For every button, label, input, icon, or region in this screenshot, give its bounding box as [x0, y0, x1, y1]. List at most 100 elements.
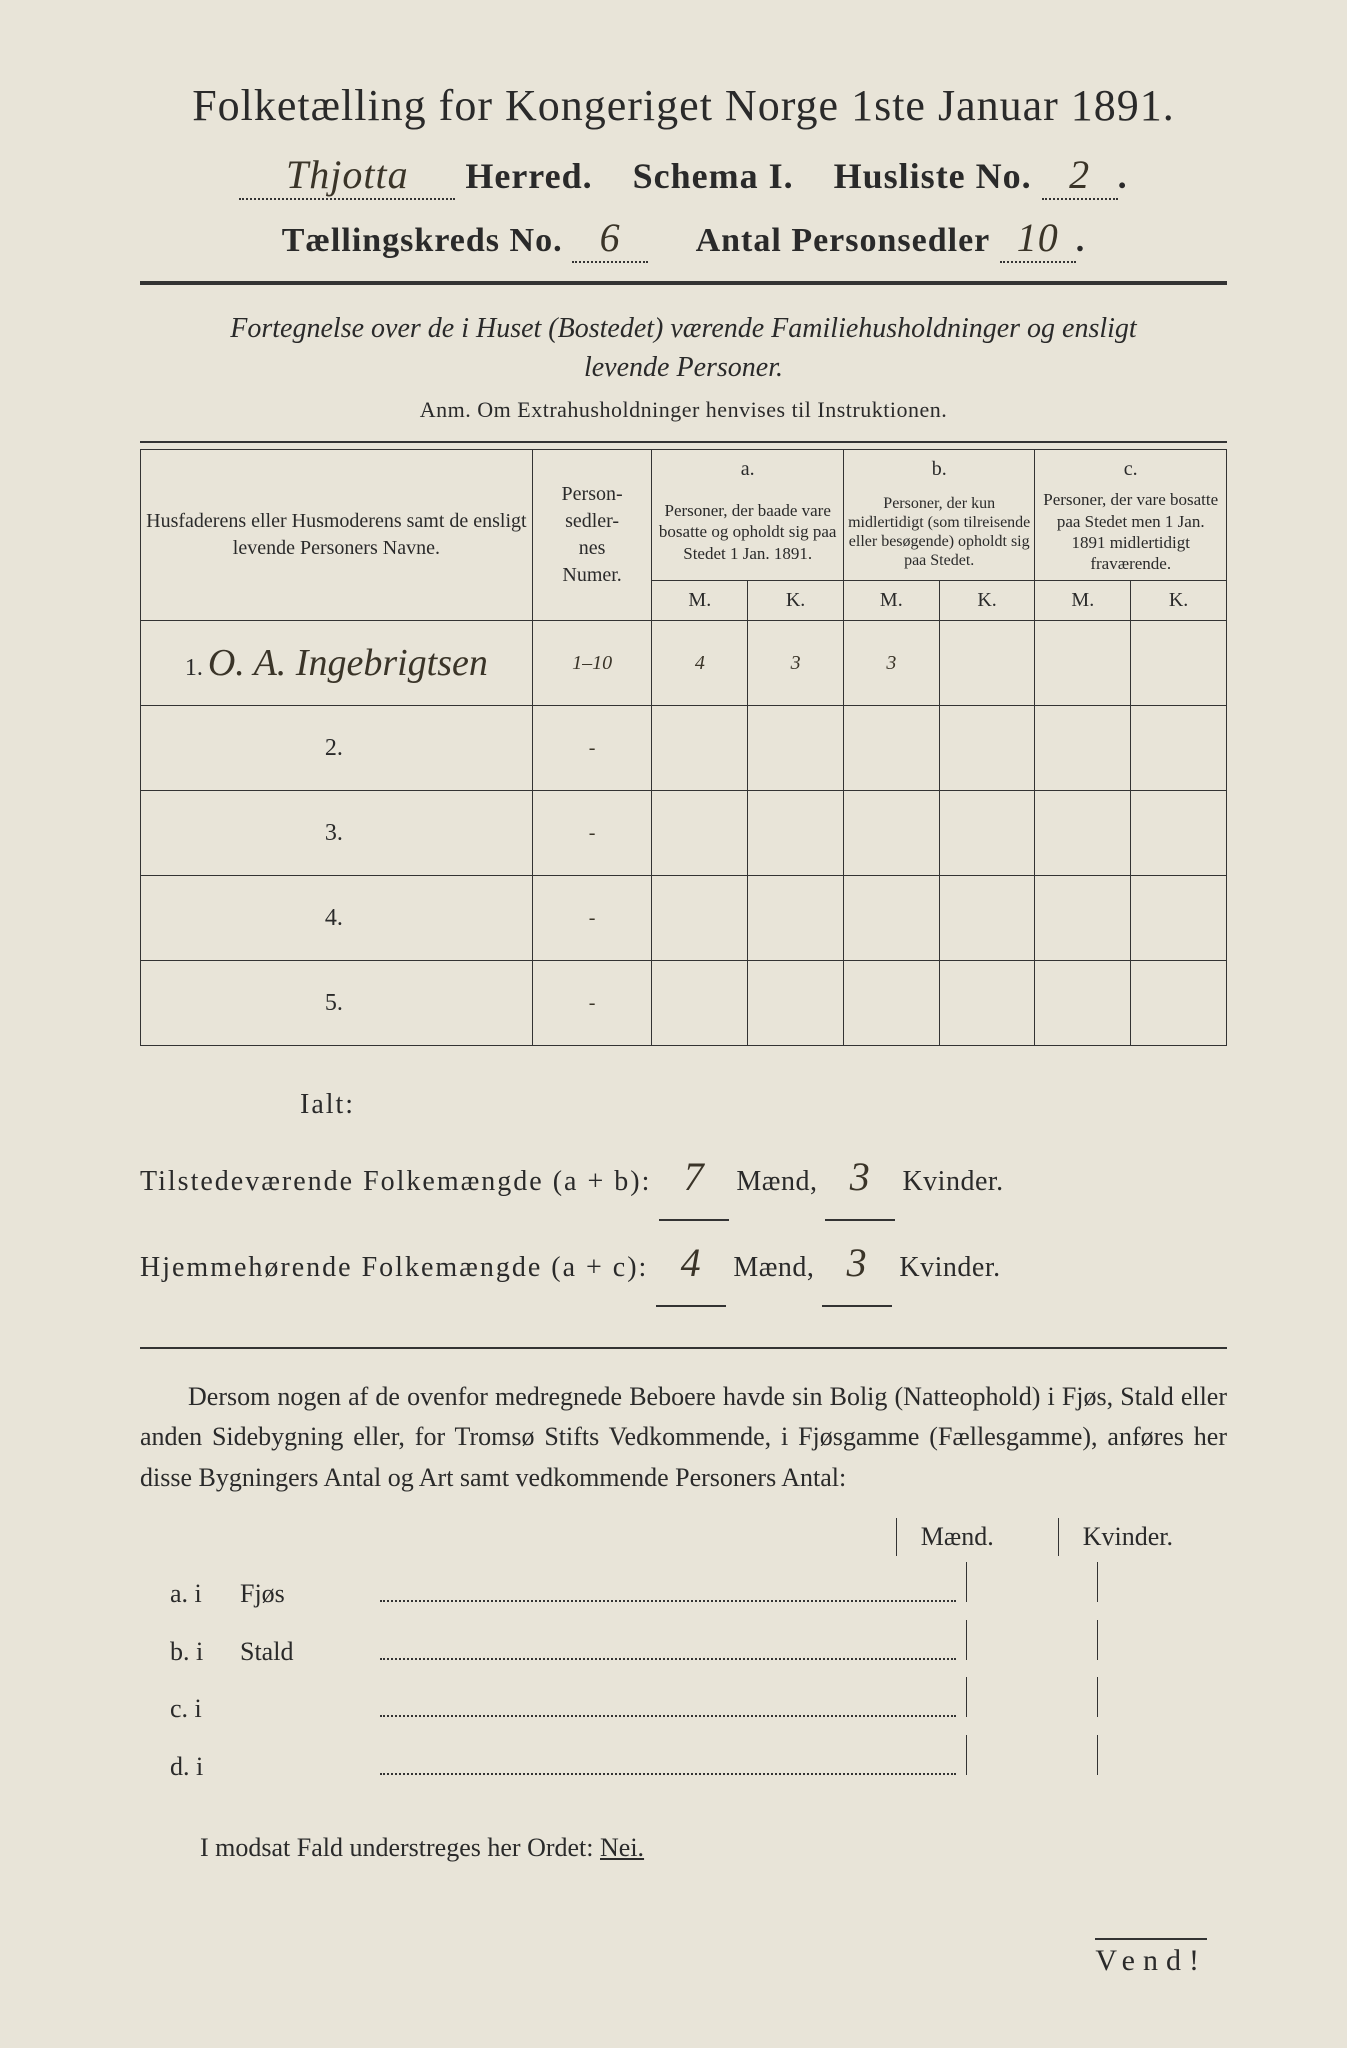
k-cell: [1097, 1677, 1228, 1717]
page-title: Folketælling for Kongeriget Norge 1ste J…: [140, 80, 1227, 131]
m-cell: [967, 1735, 1097, 1775]
table-row: 1. O. A. Ingebrigtsen 1–10 4 3 3: [141, 621, 1227, 706]
col-header-numer: Person- sedler- nes Numer.: [532, 450, 652, 621]
maend-header: Mænd.: [896, 1518, 1018, 1556]
col-header-names: Husfaderens eller Husmoderens samt de en…: [141, 450, 533, 621]
k-cell: [1097, 1620, 1228, 1660]
outbuilding-row: a. i Fjøs: [140, 1562, 1227, 1620]
resident-label: Hjemmehørende Folkemængde (a + c):: [140, 1239, 648, 1298]
resident-m: 4: [656, 1221, 726, 1307]
row-name-cell: 5.: [141, 961, 533, 1046]
row-ak-cell: [748, 961, 844, 1046]
k-cell: [1097, 1562, 1228, 1602]
anm-note: Anm. Om Extrahusholdninger henvises til …: [140, 397, 1227, 423]
row-name-cell: 1. O. A. Ingebrigtsen: [141, 621, 533, 706]
mk-column-header: Mænd. Kvinder.: [140, 1518, 1227, 1556]
herred-value: Thjotta: [239, 151, 455, 200]
row-name-cell: 3.: [141, 791, 533, 876]
nei-word: Nei.: [600, 1833, 644, 1862]
dotted-line: [380, 1637, 956, 1660]
dotted-line: [380, 1752, 956, 1775]
m-cell: [967, 1677, 1097, 1717]
col-c-k: K.: [1131, 581, 1227, 621]
col-header-a: Personer, der baade vare bosatte og opho…: [652, 483, 844, 581]
row-bk-cell: [939, 791, 1035, 876]
row-am-cell: [652, 961, 748, 1046]
mk-cells: [966, 1677, 1227, 1717]
col-header-a-top: a.: [652, 450, 844, 484]
schema-label: Schema I.: [633, 156, 794, 196]
header-line-2: Thjotta Herred. Schema I. Husliste No. 2…: [140, 151, 1227, 200]
herred-label: Herred.: [465, 156, 592, 196]
col-c-m: M.: [1035, 581, 1131, 621]
outbuilding-name: Stald: [240, 1627, 380, 1678]
k-cell: [1097, 1735, 1228, 1775]
table-row: 4. -: [141, 876, 1227, 961]
nei-text: I modsat Fald understreges her Ordet:: [200, 1833, 594, 1862]
row-am-cell: 4: [652, 621, 748, 706]
outbuilding-paragraph: Dersom nogen af de ovenfor medregnede Be…: [140, 1377, 1227, 1498]
row-bk-cell: [939, 621, 1035, 706]
row-bm-cell: [843, 876, 939, 961]
row-ck-cell: [1131, 706, 1227, 791]
table-row: 5. -: [141, 961, 1227, 1046]
row-am-cell: [652, 706, 748, 791]
m-cell: [967, 1620, 1097, 1660]
row-bk-cell: [939, 876, 1035, 961]
census-form-page: Folketælling for Kongeriget Norge 1ste J…: [0, 0, 1347, 2048]
personsedler-label: Antal Personsedler: [696, 222, 991, 259]
col-header-c-top: c.: [1035, 450, 1227, 484]
kvinder-label: Kvinder.: [899, 1252, 1000, 1283]
row-bm-cell: 3: [843, 621, 939, 706]
husliste-label: Husliste No.: [834, 156, 1032, 196]
divider: [140, 281, 1227, 285]
row-cm-cell: [1035, 876, 1131, 961]
row-am-cell: [652, 876, 748, 961]
row-ck-cell: [1131, 791, 1227, 876]
row-ak-cell: [748, 706, 844, 791]
header-line-3: Tællingskreds No. 6 Antal Personsedler 1…: [140, 214, 1227, 263]
row-name-cell: 4.: [141, 876, 533, 961]
col-b-k: K.: [939, 581, 1035, 621]
outbuilding-row: d. i: [140, 1735, 1227, 1793]
vend-label: Vend!: [1095, 1938, 1207, 1978]
row-bk-cell: [939, 706, 1035, 791]
outbuilding-lbl: c. i: [140, 1684, 240, 1735]
summary-line-1: Tilstedeværende Folkemængde (a + b): 7 M…: [140, 1135, 1227, 1221]
present-k: 3: [825, 1135, 895, 1221]
row-num-cell: -: [532, 961, 652, 1046]
kvinder-header: Kvinder.: [1058, 1518, 1197, 1556]
row-bk-cell: [939, 961, 1035, 1046]
nei-line: I modsat Fald understreges her Ordet: Ne…: [140, 1833, 1227, 1863]
kvinder-label: Kvinder.: [902, 1166, 1003, 1197]
row-cm-cell: [1035, 621, 1131, 706]
maend-label: Mænd,: [733, 1252, 814, 1283]
summary-block: Ialt: Tilstedeværende Folkemængde (a + b…: [140, 1076, 1227, 1307]
outbuilding-lbl: a. i: [140, 1569, 240, 1620]
row-ck-cell: [1131, 621, 1227, 706]
row-num-cell: 1–10: [532, 621, 652, 706]
row-num-cell: -: [532, 706, 652, 791]
outbuilding-lbl: d. i: [140, 1742, 240, 1793]
divider: [140, 1347, 1227, 1349]
col-header-c: Personer, der vare bosatte paa Stedet me…: [1035, 483, 1227, 581]
dotted-line: [380, 1579, 956, 1602]
row-ak-cell: 3: [748, 621, 844, 706]
row-ck-cell: [1131, 961, 1227, 1046]
row-num-cell: -: [532, 876, 652, 961]
subtitle: Fortegnelse over de i Huset (Bostedet) v…: [140, 309, 1227, 387]
row-bm-cell: [843, 961, 939, 1046]
subtitle-line1: Fortegnelse over de i Huset (Bostedet) v…: [230, 313, 1136, 344]
outbuilding-name: Fjøs: [240, 1569, 380, 1620]
col-header-b: Personer, der kun midlertidigt (som tilr…: [843, 483, 1035, 581]
outbuilding-row: c. i: [140, 1677, 1227, 1735]
mk-cells: [966, 1562, 1227, 1602]
m-cell: [967, 1562, 1097, 1602]
row-bm-cell: [843, 706, 939, 791]
census-table: Husfaderens eller Husmoderens samt de en…: [140, 449, 1227, 1046]
divider: [140, 441, 1227, 443]
col-b-m: M.: [843, 581, 939, 621]
dotted-line: [380, 1695, 956, 1718]
present-m: 7: [659, 1135, 729, 1221]
ialt-label: Ialt:: [140, 1076, 1227, 1135]
